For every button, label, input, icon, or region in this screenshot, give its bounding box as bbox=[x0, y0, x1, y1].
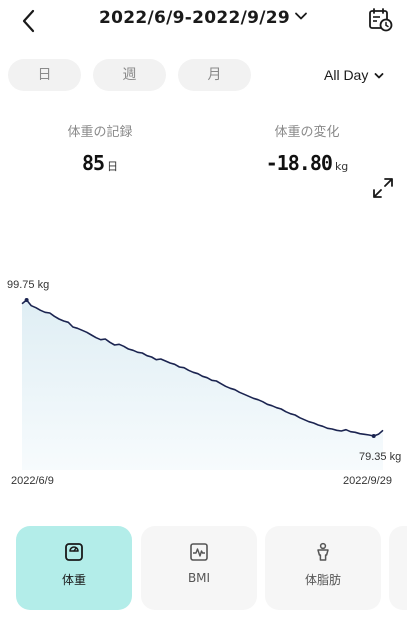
metric-tabs: 体重 BMI 体脂肪 bbox=[0, 526, 407, 610]
start-date-label: 2022/6/9 bbox=[11, 475, 54, 487]
period-day-button[interactable]: 日 bbox=[8, 59, 81, 91]
chevron-down-icon bbox=[294, 8, 308, 28]
weight-chart: 99.75 kg 79.35 kg 2022/6/9 2022/9/29 bbox=[0, 270, 407, 500]
tab-weight-label: 体重 bbox=[61, 573, 86, 587]
min-weight-label: 79.35 kg bbox=[359, 451, 402, 463]
period-week-button[interactable]: 週 bbox=[93, 59, 166, 91]
weight-record-stat: 体重の記録 85 日 bbox=[0, 121, 200, 177]
weight-record-value: 85 bbox=[81, 151, 105, 175]
tab-bmi[interactable]: BMI bbox=[141, 526, 257, 610]
end-date-label: 2022/9/29 bbox=[343, 475, 392, 487]
back-button[interactable] bbox=[14, 6, 44, 36]
min-point bbox=[371, 434, 376, 438]
weight-change-value: -18.80 bbox=[265, 151, 333, 175]
time-filter-dropdown[interactable]: All Day bbox=[324, 59, 384, 91]
period-selector: 日 週 月 All Day bbox=[0, 59, 407, 91]
scale-icon bbox=[65, 543, 83, 561]
date-range-selector[interactable]: 2022/6/9-2022/9/29 bbox=[0, 8, 407, 28]
weight-record-unit: 日 bbox=[107, 160, 119, 173]
tab-bmi-label: BMI bbox=[187, 571, 211, 585]
weight-area-chart bbox=[21, 298, 384, 470]
tab-weight[interactable]: 体重 bbox=[16, 526, 132, 610]
chevron-left-icon bbox=[22, 9, 35, 33]
weight-change-label: 体重の変化 bbox=[274, 125, 340, 140]
calendar-history-button[interactable] bbox=[366, 6, 394, 34]
weight-record-label: 体重の記録 bbox=[67, 125, 133, 140]
chevron-down-icon bbox=[374, 60, 384, 92]
fullscreen-button[interactable] bbox=[371, 176, 395, 200]
max-point bbox=[24, 298, 29, 302]
period-month-button[interactable]: 月 bbox=[178, 59, 251, 91]
body-fat-icon bbox=[317, 542, 329, 561]
weight-change-unit: kg bbox=[334, 160, 349, 173]
date-range-text: 2022/6/9-2022/9/29 bbox=[98, 8, 291, 28]
header: 2022/6/9-2022/9/29 bbox=[0, 0, 407, 44]
tab-body-fat[interactable]: 体脂肪 bbox=[265, 526, 381, 610]
expand-icon bbox=[373, 178, 393, 198]
time-filter-label: All Day bbox=[324, 67, 369, 83]
weight-line bbox=[21, 299, 384, 437]
calendar-clock-icon bbox=[369, 8, 393, 32]
bmi-chart-icon bbox=[190, 543, 208, 561]
weight-area bbox=[22, 300, 383, 470]
tab-more-partial[interactable] bbox=[389, 526, 407, 610]
tab-body-fat-label: 体脂肪 bbox=[304, 573, 341, 587]
weight-change-stat: 体重の変化 -18.80 kg bbox=[207, 121, 407, 177]
max-weight-label: 99.75 kg bbox=[7, 279, 50, 291]
